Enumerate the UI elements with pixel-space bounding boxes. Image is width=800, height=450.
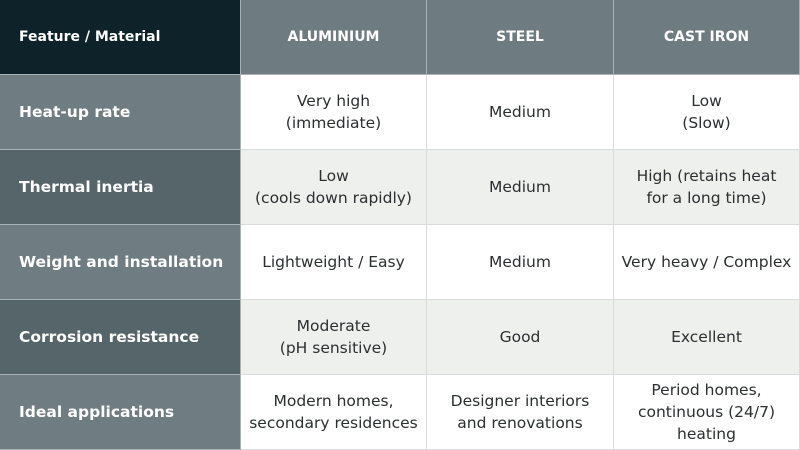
header-cell: ALUMINIUM (241, 0, 427, 75)
data-cell: Designer interiors and renovations (427, 375, 614, 450)
cell-text: for a long time) (646, 189, 767, 207)
row-label: Ideal applications (0, 375, 241, 450)
row-label: Weight and installation (0, 225, 241, 300)
data-cell: Modern homes, secondary residences (241, 375, 427, 450)
header-cell: STEEL (427, 0, 614, 75)
header-text: ALUMINIUM (287, 29, 380, 45)
cell-text: Period homes, (651, 381, 762, 399)
data-cell: Moderate (pH sensitive) (241, 300, 427, 375)
row-label-text: Weight and installation (19, 253, 224, 271)
row-label: Corrosion resistance (0, 300, 241, 375)
data-cell: Lightweight / Easy (241, 225, 427, 300)
cell-text: Very high (296, 92, 371, 110)
row-label: Heat-up rate (0, 75, 241, 150)
cell-text: Medium (489, 103, 551, 121)
cell-text: Lightweight / Easy (262, 253, 405, 271)
data-cell: Good (427, 300, 614, 375)
data-cell: Medium (427, 150, 614, 225)
data-cell: Very high (immediate) (241, 75, 427, 150)
cell-text: Medium (489, 253, 551, 271)
row-label-text: Ideal applications (19, 403, 175, 421)
cell-text: High (retains heat (636, 167, 777, 185)
cell-text: and renovations (457, 414, 583, 432)
row-label-text: Thermal inertia (19, 178, 154, 196)
cell-text: Moderate (296, 317, 371, 335)
data-cell: Excellent (614, 300, 800, 375)
data-cell: Period homes, continuous (24/7) heating (614, 375, 800, 450)
cell-text: continuous (24/7) (637, 403, 776, 421)
data-cell: Very heavy / Complex (614, 225, 800, 300)
row-label-text: Corrosion resistance (19, 328, 200, 346)
cell-text: (pH sensitive) (279, 339, 388, 357)
header-cell: Feature / Material (0, 0, 241, 75)
cell-text: Modern homes, (273, 392, 394, 410)
cell-text: Very heavy / Complex (621, 253, 792, 271)
cell-text: Excellent (671, 328, 742, 346)
cell-text: secondary residences (249, 414, 418, 432)
data-cell: Low (cools down rapidly) (241, 150, 427, 225)
cell-text: Medium (489, 178, 551, 196)
data-cell: Medium (427, 225, 614, 300)
header-text: STEEL (496, 29, 544, 45)
row-label-text: Heat-up rate (19, 103, 131, 121)
cell-text: Designer interiors (450, 392, 590, 410)
header-text: CAST IRON (663, 29, 750, 45)
header-cell: CAST IRON (614, 0, 800, 75)
cell-text: Low (318, 167, 349, 185)
cell-text: Good (499, 328, 541, 346)
cell-text: Low (691, 92, 722, 110)
data-cell: Low (Slow) (614, 75, 800, 150)
header-text: Feature / Material (19, 29, 161, 45)
data-cell: High (retains heat for a long time) (614, 150, 800, 225)
cell-text: (immediate) (285, 114, 382, 132)
cell-text: (cools down rapidly) (255, 189, 412, 207)
row-label: Thermal inertia (0, 150, 241, 225)
data-cell: Medium (427, 75, 614, 150)
cell-text: (Slow) (682, 114, 731, 132)
cell-text: heating (677, 425, 736, 443)
